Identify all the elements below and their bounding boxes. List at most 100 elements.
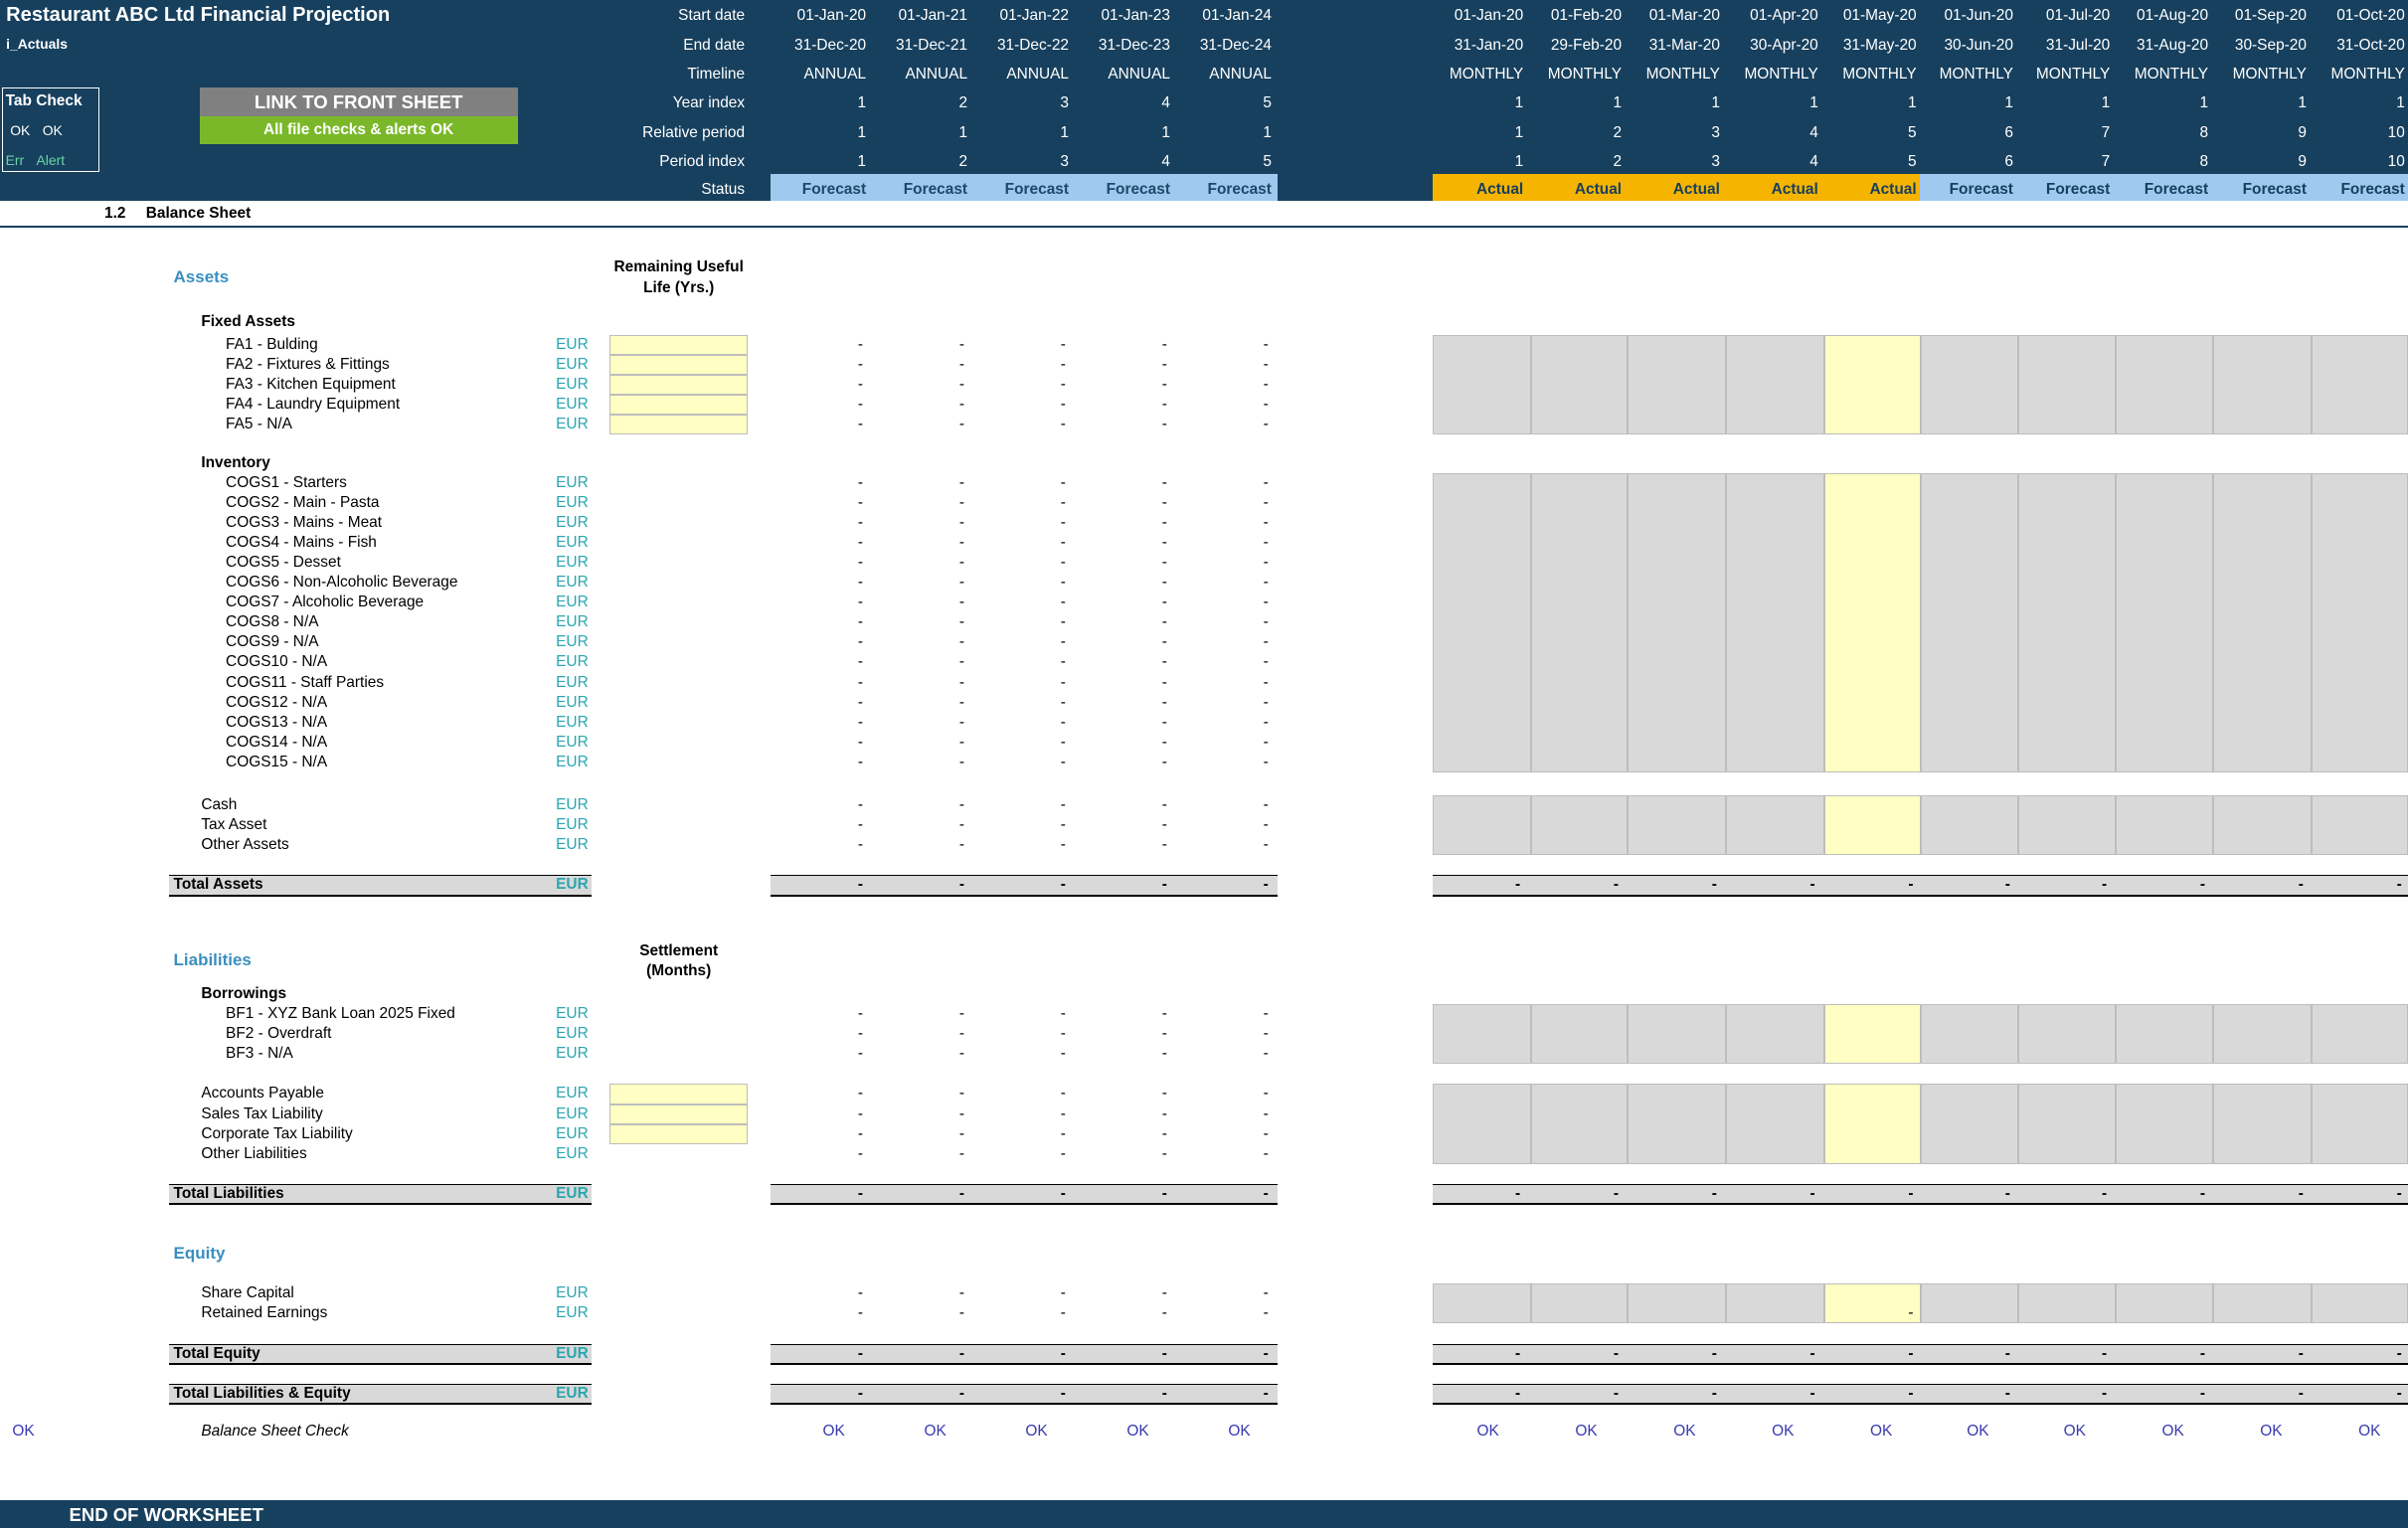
monthly-input-cell[interactable]: [1433, 1084, 1531, 1164]
monthly-input-cell[interactable]: [2017, 472, 2117, 772]
monthly-input-cell[interactable]: [2212, 795, 2312, 856]
monthly-timeline-cell: MONTHLY: [1744, 65, 1818, 83]
monthly-input-cell[interactable]: [2017, 334, 2117, 435]
tab-check-box: Tab Check OK OK Err Alert: [1, 87, 100, 172]
monthly-input-cell[interactable]: [1530, 472, 1629, 772]
monthly-input-cell[interactable]: [1530, 1283, 1629, 1324]
link-to-front-sheet-button[interactable]: LINK TO FRONT SHEET: [199, 87, 518, 117]
annual-value-cell: -: [857, 473, 864, 491]
other-asset-label: Tax Asset: [201, 816, 267, 834]
monthly-input-cell[interactable]: [2017, 795, 2117, 856]
monthly-input-cell[interactable]: [2116, 472, 2213, 772]
monthly-input-cell[interactable]: [1726, 1283, 1824, 1324]
fixed-asset-label: FA5 - N/A: [226, 416, 292, 433]
unit-label: EUR: [556, 836, 589, 854]
annual-value-cell: -: [1161, 1005, 1167, 1023]
monthly-end-cell: 30-Jun-20: [1944, 36, 2013, 54]
input-cell[interactable]: [609, 374, 749, 395]
monthly-input-cell[interactable]: [1628, 795, 1727, 856]
monthly-input-cell[interactable]: [2017, 1084, 2117, 1164]
monthly-input-cell[interactable]: [1921, 334, 2018, 435]
monthly-input-cell[interactable]: [2116, 1004, 2213, 1065]
monthly-input-cell[interactable]: [2311, 1004, 2408, 1065]
monthly-input-cell[interactable]: [2017, 1283, 2117, 1324]
monthly-input-cell[interactable]: [1921, 1283, 2018, 1324]
monthly-input-cell[interactable]: [1628, 1084, 1727, 1164]
input-cell[interactable]: [609, 394, 749, 416]
monthly-status-cell: Actual: [1869, 180, 1917, 198]
input-cell[interactable]: [609, 354, 749, 375]
monthly-input-cell[interactable]: [2212, 472, 2312, 772]
monthly-input-cell[interactable]: [1726, 795, 1824, 856]
monthly-input-cell[interactable]: [2017, 1004, 2117, 1065]
annual-value-cell: -: [958, 1085, 964, 1103]
monthly-input-cell[interactable]: [1433, 795, 1531, 856]
monthly-input-cell[interactable]: [1726, 334, 1824, 435]
input-cell-may[interactable]: [1823, 334, 1922, 435]
annual-value-cell: -: [1263, 355, 1269, 373]
monthly-input-cell[interactable]: [1921, 472, 2018, 772]
monthly-input-cell[interactable]: [2212, 1084, 2312, 1164]
monthly-input-cell[interactable]: [2116, 1283, 2213, 1324]
input-cell-may[interactable]: [1823, 1084, 1922, 1164]
monthly-input-cell[interactable]: [2311, 1084, 2408, 1164]
monthly-input-cell[interactable]: [2311, 1283, 2408, 1324]
monthly-input-cell[interactable]: [1530, 795, 1629, 856]
input-cell[interactable]: [609, 334, 749, 355]
monthly-input-cell[interactable]: [2116, 1084, 2213, 1164]
monthly-input-cell[interactable]: [1628, 1004, 1727, 1065]
monthly-input-cell[interactable]: [1433, 472, 1531, 772]
monthly-input-cell[interactable]: [2116, 795, 2213, 856]
input-cell-may[interactable]: [1823, 1283, 1922, 1324]
unit-label: EUR: [556, 673, 589, 691]
annual-value-cell: -: [1263, 876, 1269, 894]
annual-period-index-cell: 5: [1263, 152, 1272, 170]
monthly-input-cell[interactable]: [1921, 1004, 2018, 1065]
monthly-input-cell[interactable]: [2212, 1283, 2312, 1324]
unit-label: EUR: [556, 1025, 589, 1043]
input-cell[interactable]: [609, 415, 749, 435]
monthly-relative-period-cell: 3: [1711, 123, 1720, 141]
monthly-year-index-cell: 1: [2101, 94, 2111, 112]
annual-value-cell: -: [1161, 1104, 1167, 1122]
monthly-input-cell[interactable]: [1628, 334, 1727, 435]
monthly-input-cell[interactable]: [1726, 1084, 1824, 1164]
equity-item-label: Share Capital: [201, 1284, 294, 1302]
annual-value-cell: -: [857, 836, 864, 854]
input-cell[interactable]: [609, 1084, 749, 1104]
input-cell-may[interactable]: [1823, 795, 1922, 856]
monthly-input-cell[interactable]: [1921, 1084, 2018, 1164]
monthly-input-cell[interactable]: [1628, 472, 1727, 772]
input-cell-may[interactable]: [1823, 472, 1922, 772]
monthly-value-cell: -: [2004, 1384, 2010, 1402]
equity-heading: Equity: [173, 1244, 226, 1264]
monthly-input-cell[interactable]: [1921, 795, 2018, 856]
monthly-input-cell[interactable]: [2311, 795, 2408, 856]
input-cell-may[interactable]: [1823, 1004, 1922, 1065]
monthly-input-cell[interactable]: [1530, 1004, 1629, 1065]
monthly-input-cell[interactable]: [2311, 334, 2408, 435]
annual-value-cell: -: [1060, 1344, 1066, 1362]
annual-value-cell: -: [1060, 513, 1066, 531]
annual-value-cell: -: [1263, 375, 1269, 393]
monthly-input-cell[interactable]: [2116, 334, 2213, 435]
monthly-input-cell[interactable]: [1530, 1084, 1629, 1164]
annual-value-cell: -: [1161, 1304, 1167, 1322]
monthly-input-cell[interactable]: [2311, 472, 2408, 772]
monthly-input-cell[interactable]: [1726, 472, 1824, 772]
monthly-input-cell[interactable]: [1433, 1004, 1531, 1065]
annual-value-cell: -: [958, 416, 964, 433]
input-cell[interactable]: [609, 1123, 749, 1144]
monthly-input-cell[interactable]: [1433, 1283, 1531, 1324]
monthly-input-cell[interactable]: [1726, 1004, 1824, 1065]
annual-value-cell: -: [1161, 473, 1167, 491]
input-cell[interactable]: [609, 1104, 749, 1124]
annual-value-cell: -: [1060, 713, 1066, 731]
monthly-input-cell[interactable]: [1628, 1283, 1727, 1324]
monthly-input-cell[interactable]: [2212, 334, 2312, 435]
monthly-input-cell[interactable]: [1530, 334, 1629, 435]
annual-value-cell: -: [857, 416, 864, 433]
monthly-input-cell[interactable]: [1433, 334, 1531, 435]
monthly-input-cell[interactable]: [2212, 1004, 2312, 1065]
annual-value-cell: -: [1060, 1104, 1066, 1122]
